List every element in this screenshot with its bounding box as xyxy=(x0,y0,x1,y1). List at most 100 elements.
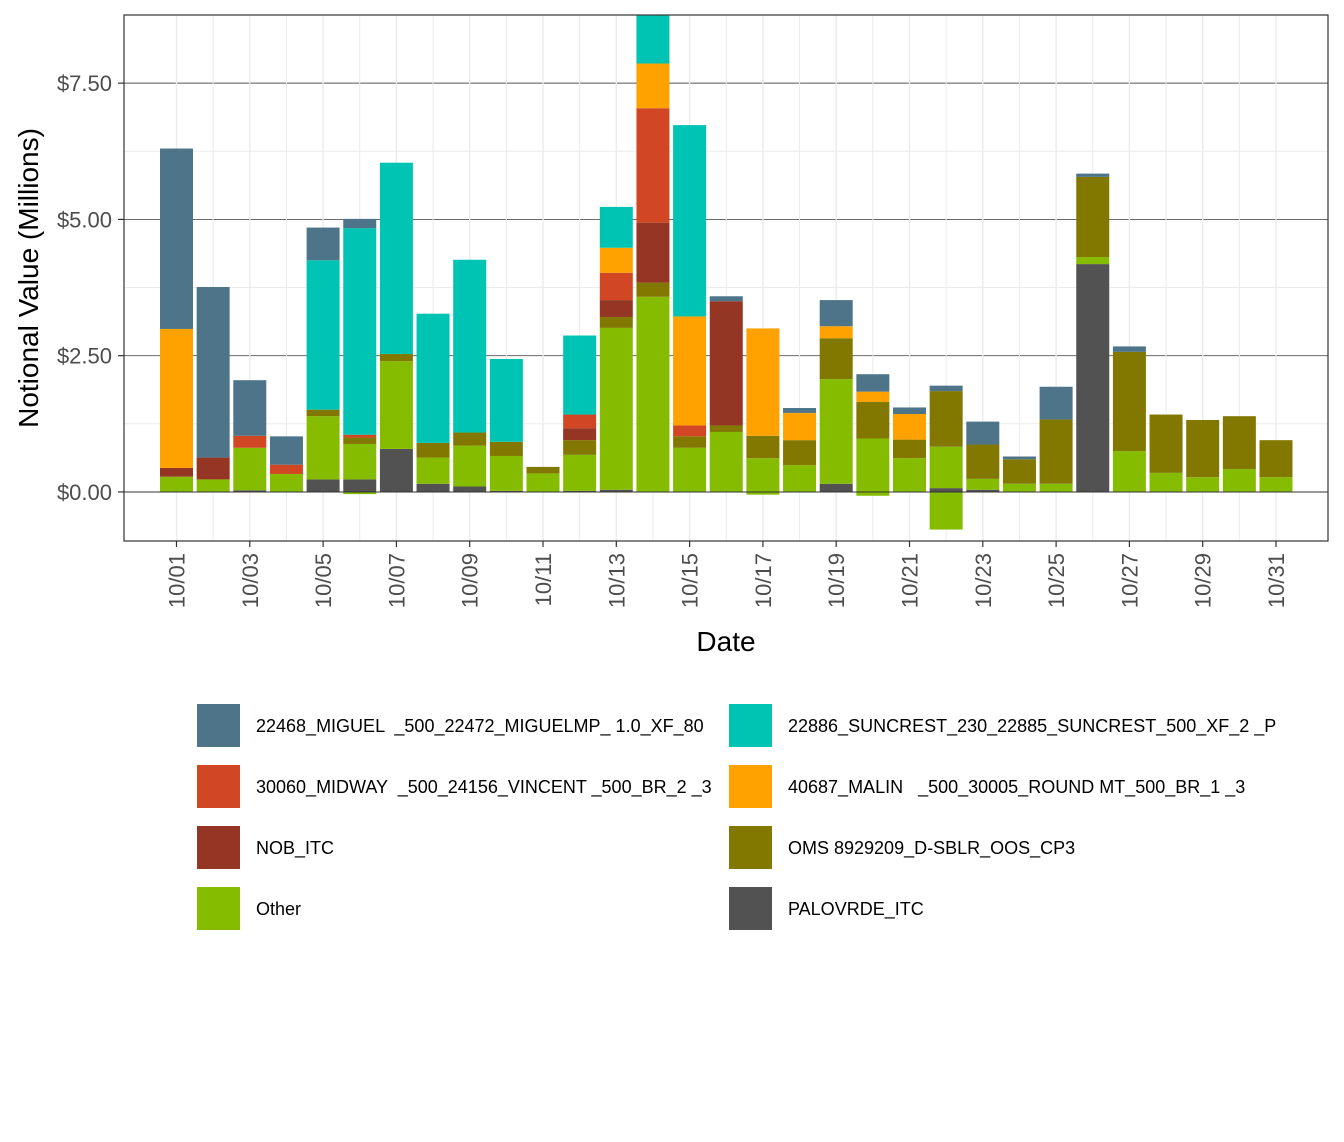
bar-segment xyxy=(1112,346,1146,352)
bar-segment xyxy=(1076,257,1110,265)
bar-segment xyxy=(599,300,633,317)
bar-segment xyxy=(783,412,817,441)
bar-segment xyxy=(1149,472,1183,492)
bar-segment xyxy=(489,455,523,491)
bar-segment xyxy=(929,391,963,447)
bar-segment xyxy=(1039,419,1073,484)
x-tick-label: 10/27 xyxy=(1117,553,1142,608)
bar-segment xyxy=(160,476,193,492)
bar-segment xyxy=(160,148,193,329)
bar-segment xyxy=(966,489,1000,492)
bar-segment xyxy=(379,354,413,362)
bar-segment xyxy=(563,490,597,492)
bar-segment xyxy=(343,434,377,438)
legend-label: 30060_MIDWAY _500_24156_VINCENT _500_BR_… xyxy=(256,777,712,798)
bar-segment xyxy=(856,491,890,496)
bar-segment xyxy=(233,490,267,492)
bar-segment xyxy=(343,228,377,435)
bar-segment xyxy=(1112,451,1146,492)
bar-segment xyxy=(453,259,487,433)
bar-segment xyxy=(1002,483,1036,492)
bar-segment xyxy=(196,479,230,492)
bar-segment xyxy=(343,218,377,229)
bar-segment xyxy=(563,414,597,429)
x-tick-label: 10/29 xyxy=(1191,553,1216,608)
legend-key xyxy=(197,887,240,930)
x-axis-title: Date xyxy=(696,626,755,657)
bar-segment xyxy=(1039,386,1073,420)
bar-segment xyxy=(1259,477,1293,492)
axes: $0.00 $2.50 $5.00 $7.50 10/01 10/03 10/05 10/07… xyxy=(57,71,1289,608)
bar-segment xyxy=(783,440,817,466)
bar-segment xyxy=(819,300,853,327)
x-tick-label: 10/23 xyxy=(971,553,996,608)
bar-segment xyxy=(819,379,853,484)
bar-segment xyxy=(343,443,377,480)
bar-segment xyxy=(856,374,890,392)
legend-key xyxy=(729,765,772,808)
y-tick-label: $0.00 xyxy=(57,480,112,505)
bar-segment xyxy=(196,457,230,480)
plot-panel-border xyxy=(123,14,1329,542)
x-tick-label: 10/05 xyxy=(311,553,336,608)
bar-segment xyxy=(269,464,303,474)
x-tick-label: 10/19 xyxy=(824,553,849,608)
bar-segment xyxy=(379,361,413,449)
bar-segment xyxy=(893,439,926,459)
y-tick-label: $2.50 xyxy=(57,344,112,369)
legend-key xyxy=(197,704,240,747)
y-axis-title: Notional Value (Millions) xyxy=(13,128,44,428)
legend-key xyxy=(197,765,240,808)
bar-segment xyxy=(856,438,890,492)
bar-segment xyxy=(856,391,890,403)
bar-segment xyxy=(599,489,633,492)
bar-segment xyxy=(819,338,853,380)
legend-key xyxy=(729,826,772,869)
bar-segment xyxy=(966,421,1000,445)
bar-segment xyxy=(929,491,963,530)
bar-segment xyxy=(893,414,926,440)
bar-segment xyxy=(599,272,633,301)
bar-segment xyxy=(929,385,963,392)
bar-segment xyxy=(563,440,597,455)
bar-segment xyxy=(783,408,817,413)
bar-segment xyxy=(929,446,963,489)
bar-segment xyxy=(709,301,743,426)
legend-key xyxy=(729,887,772,930)
bar-segment xyxy=(1222,416,1256,470)
legend-label: PALOVRDE_ITC xyxy=(788,899,924,920)
bar-segment xyxy=(526,473,560,492)
bar-segment xyxy=(599,247,633,273)
bar-segment xyxy=(489,490,523,492)
bar-segment xyxy=(416,313,450,443)
bar-segment xyxy=(636,222,670,283)
bar-segment xyxy=(966,444,1000,479)
bar-segment xyxy=(746,491,780,495)
bar-segment xyxy=(893,458,926,492)
bar-segment xyxy=(856,402,890,439)
bar-segment xyxy=(636,282,670,297)
bar-segment xyxy=(196,286,230,458)
bar-segment xyxy=(306,409,340,417)
bar-segment xyxy=(709,296,743,302)
legend-label: Other xyxy=(256,899,301,919)
x-tick-label: 10/17 xyxy=(751,553,776,608)
bar-segment xyxy=(929,488,963,492)
bar-segment xyxy=(563,428,597,441)
bar-segment xyxy=(709,425,743,432)
bar-segment xyxy=(673,425,707,437)
legend-key xyxy=(729,704,772,747)
bar-segment xyxy=(673,316,707,426)
bar-segment xyxy=(1186,477,1220,492)
bar-segment xyxy=(1039,483,1073,492)
bar-segment xyxy=(233,380,267,436)
bar-segment xyxy=(783,465,817,492)
y-tick-label: $5.00 xyxy=(57,207,112,232)
bar-segment xyxy=(416,457,450,484)
x-tick-label: 10/11 xyxy=(531,553,556,606)
bar-segment xyxy=(636,63,670,109)
bar-segment xyxy=(599,206,633,248)
bar-segment xyxy=(673,436,707,448)
bar-segment xyxy=(1076,264,1110,492)
